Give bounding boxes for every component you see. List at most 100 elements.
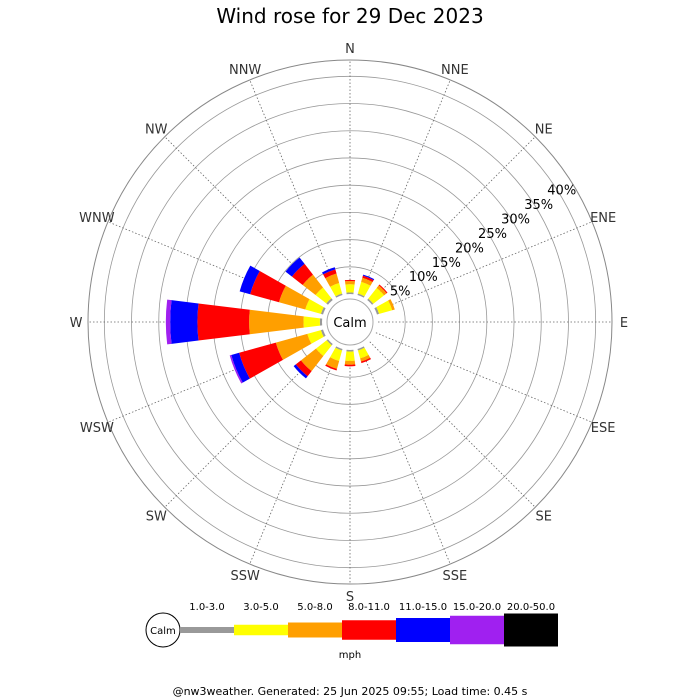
petal-segment-sse-2	[360, 354, 371, 362]
petal-segment-sw-0	[326, 339, 333, 346]
petal-segment-wnw-4	[239, 265, 260, 295]
petal-segment-n-0	[346, 292, 354, 295]
petal-segment-ne-0	[367, 298, 374, 305]
petal-segment-n-1	[345, 284, 355, 293]
legend-bin-label: 8.0-11.0	[348, 602, 390, 613]
petal-segment-wsw-5	[229, 354, 243, 384]
ring-label: 20%	[455, 241, 484, 256]
petal-segment-ne-3	[378, 284, 388, 294]
calm-circle: Calm	[326, 298, 374, 346]
legend-swatch-0	[180, 627, 234, 633]
direction-label: W	[70, 316, 83, 331]
petal-segment-wsw-4	[231, 352, 250, 383]
petal-segment-sse-1	[357, 347, 369, 359]
legend-bin-label: 20.0-50.0	[507, 602, 555, 613]
petal-segment-w-4	[170, 300, 199, 344]
petal-segment-nne-0	[357, 293, 365, 298]
petal-segment-ene-2	[388, 299, 395, 311]
petal-segment-nnw-3	[323, 269, 337, 279]
petal-segment-nnw-1	[330, 282, 343, 297]
petal-segment-nw-3	[291, 263, 313, 285]
grid-spoke	[249, 347, 340, 565]
petal-segment-wsw-3	[239, 342, 283, 379]
ring-label: 40%	[547, 184, 576, 199]
petal-segment-sse-0	[357, 346, 365, 351]
legend-swatch-2	[288, 622, 342, 638]
ring-label: 10%	[409, 270, 438, 285]
petal-segment-w-5	[165, 299, 172, 345]
direction-label: ESE	[591, 421, 616, 436]
axis-labels: N NNE NE ENE E ESE SE SSE S SSW SW WSW W WNW NW NNW 5%10…	[70, 42, 629, 605]
grid-ring	[158, 130, 542, 514]
legend-swatch-5	[450, 615, 504, 645]
footer-text: @nw3weather. Generated: 25 Jun 2025 09:5…	[173, 685, 528, 698]
legend-swatch-3	[342, 620, 396, 640]
petal-segment-s-3	[344, 364, 356, 367]
petal-segment-ene-1	[376, 300, 393, 314]
direction-label: NW	[145, 122, 168, 137]
petal-segment-n-3	[344, 279, 356, 282]
ring-label: 5%	[390, 285, 411, 300]
calm-label: Calm	[333, 316, 366, 331]
grid-spoke	[369, 341, 536, 508]
direction-label: SSW	[230, 569, 260, 584]
petal-segment-wnw-2	[278, 285, 310, 310]
legend-swatch-4	[396, 618, 450, 642]
petal-segment-wsw-0	[320, 329, 326, 337]
petal-segment-nw-2	[302, 274, 324, 296]
petal-segment-ssw-0	[335, 346, 343, 351]
petal-segment-ne-2	[376, 285, 387, 296]
direction-label: SW	[146, 510, 167, 525]
petal-segment-s-1	[345, 351, 355, 361]
legend-unit: mph	[339, 650, 361, 661]
direction-label: NNW	[229, 63, 261, 78]
direction-label: WSW	[80, 421, 114, 436]
petal-segment-w-0	[319, 318, 323, 326]
petal-segment-wnw-1	[305, 299, 324, 314]
petal-segment-nnw-4	[322, 267, 336, 275]
legend-swatch-6	[504, 613, 558, 647]
outer-ring	[87, 59, 613, 585]
petal-segment-wnw-3	[250, 271, 286, 303]
legend-bin-label: 5.0-8.0	[297, 602, 332, 613]
legend-bin-label: 3.0-5.0	[243, 602, 278, 613]
petal-segment-ssw-2	[326, 357, 340, 369]
grid-spoke	[249, 79, 340, 297]
petal-segment-ssw-3	[325, 364, 337, 371]
grid-spoke	[375, 221, 593, 312]
grid-spoke	[375, 332, 593, 423]
petal-segment-ne-1	[368, 287, 385, 304]
ring-label: 30%	[501, 213, 530, 228]
petal-segment-nw-4	[285, 257, 305, 277]
direction-label: NNE	[441, 63, 469, 78]
petal-segment-nnw-2	[325, 273, 340, 287]
chart-title: Wind rose for 29 Dec 2023	[216, 4, 483, 28]
direction-label: E	[620, 316, 628, 331]
petal-segment-w-3	[197, 303, 250, 341]
petal-segment-sse-3	[360, 357, 372, 364]
petal-segment-w-2	[249, 309, 304, 335]
direction-label: N	[345, 42, 355, 57]
legend-bin-label: 15.0-20.0	[453, 602, 501, 613]
petals	[165, 257, 395, 384]
petal-segment-nne-4	[362, 274, 375, 281]
calm-circle-shape	[326, 298, 374, 346]
legend: Calm 1.0-3.0 3.0-5.0 5.0-8.0 8.0-11.0 11.0-15…	[145, 602, 558, 661]
legend-bin-label: 1.0-3.0	[189, 602, 224, 613]
petal-segment-nne-1	[357, 281, 371, 297]
direction-label: WNW	[79, 211, 115, 226]
petal-segment-nnw-0	[335, 293, 343, 298]
grid-spoke	[360, 79, 451, 297]
petal-segment-nw-1	[315, 287, 332, 304]
petal-segment-sw-2	[300, 348, 324, 372]
petal-segment-nw-0	[326, 298, 333, 305]
direction-label: SE	[536, 510, 552, 525]
petal-segment-wsw-1	[307, 330, 324, 344]
ring-label: 25%	[478, 227, 507, 242]
petal-segment-sw-4	[293, 364, 308, 379]
petal-segment-nne-2	[361, 277, 373, 286]
petal-segment-nne-3	[362, 275, 374, 282]
ring-label: 15%	[432, 256, 461, 271]
petal-segment-wsw-2	[275, 333, 312, 360]
